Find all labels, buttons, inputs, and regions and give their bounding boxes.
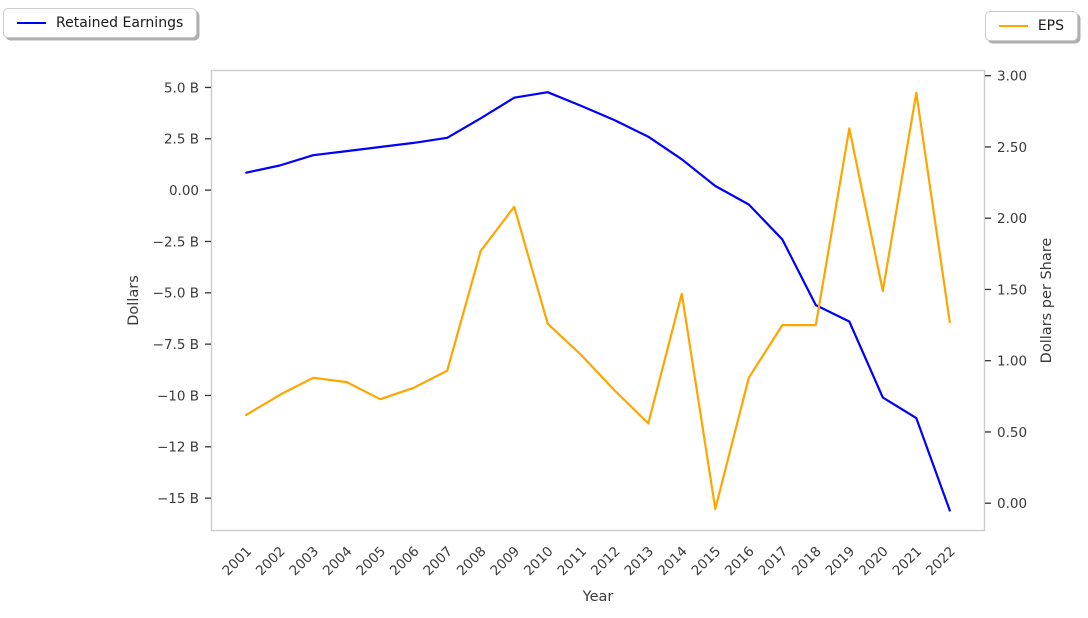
eps-line-swatch [998, 25, 1028, 27]
left-axis-tick-label: −2.5 B [153, 234, 199, 250]
right-axis-tick-label: 1.00 [997, 354, 1027, 370]
x-axis-tick-label: 2017 [756, 544, 792, 580]
x-axis-tick-label: 2008 [454, 544, 490, 580]
x-axis-title: Year [582, 589, 614, 605]
retained-earnings-line-swatch [17, 22, 46, 24]
x-axis-tick-label: 2018 [789, 544, 825, 580]
x-axis-tick-label: 2004 [320, 544, 356, 580]
right-axis-title: Dollars per Share [1039, 238, 1055, 364]
x-axis-tick-label: 2012 [588, 544, 624, 580]
x-axis-tick-label: 2021 [890, 544, 926, 580]
left-axis-tick-label: −15 B [157, 491, 199, 507]
x-axis-tick-label: 2002 [253, 544, 289, 580]
x-axis-tick-label: 2005 [353, 544, 389, 580]
left-axis-tick-label: −10 B [157, 388, 199, 404]
left-axis-title: Dollars [126, 275, 142, 326]
x-axis-tick-label: 2022 [923, 544, 959, 580]
right-axis-tick-label: 2.00 [997, 211, 1027, 227]
left-axis-tick-label: −12 B [157, 440, 199, 456]
left-axis-tick-label: −7.5 B [153, 337, 199, 353]
legend-label-eps: EPS [1037, 18, 1064, 34]
x-axis-tick-label: 2019 [823, 544, 859, 580]
x-axis-tick-label: 2006 [387, 544, 423, 580]
x-axis-tick-label: 2013 [621, 544, 657, 580]
right-axis-tick-label: 2.50 [997, 140, 1027, 156]
x-axis-tick-label: 2016 [722, 544, 758, 580]
x-axis-tick-label: 2007 [420, 544, 456, 580]
right-axis-tick-label: 0.50 [997, 425, 1027, 441]
retained-earnings-line [245, 91, 951, 512]
left-axis-tick-label: 0.00 [169, 183, 199, 199]
plot-border [210, 69, 986, 532]
x-axis-tick-label: 2014 [655, 544, 691, 580]
right-axis-tick-label: 0.00 [997, 496, 1027, 512]
right-axis-tick-label: 1.50 [997, 282, 1027, 298]
left-axis-tick-label: −5.0 B [153, 286, 199, 302]
x-axis-tick-label: 2001 [219, 544, 255, 580]
legend-eps: EPS [984, 11, 1078, 41]
x-axis-tick-label: 2010 [521, 544, 557, 580]
x-axis-tick-label: 2003 [286, 544, 322, 580]
x-axis-tick-label: 2020 [856, 544, 892, 580]
legend-retained-earnings: Retained Earnings [3, 8, 198, 38]
legend-label-retained-earnings: Retained Earnings [56, 15, 184, 31]
x-axis-tick-label: 2015 [688, 544, 724, 580]
left-axis-tick-label: 2.5 B [164, 132, 199, 148]
x-axis-tick-label: 2009 [487, 544, 523, 580]
right-axis-tick-label: 3.00 [997, 69, 1027, 85]
left-axis-tick-label: 5.0 B [164, 80, 199, 96]
x-axis-tick-label: 2011 [554, 544, 590, 580]
eps-line [245, 91, 951, 510]
